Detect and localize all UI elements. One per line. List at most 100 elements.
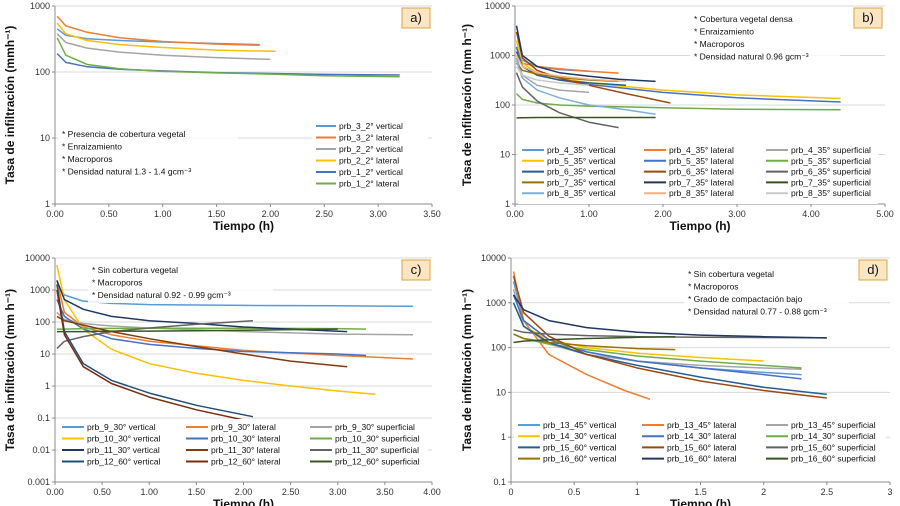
legend-box — [58, 419, 428, 469]
legend-entry: prb_11_30° vertical — [87, 445, 160, 455]
series-line — [513, 335, 676, 344]
x-tick-label: 3 — [887, 487, 892, 497]
notes-box — [690, 12, 840, 72]
legend-entry: prb_4_35° lateral — [669, 145, 734, 155]
chart-panel-a: 1 10 100 1000 0.00 0.50 1.00 1.50 2.00 2.50 3.00 3.… — [3, 1, 441, 233]
x-tick-label: 0.5 — [568, 487, 581, 497]
legend-entry: prb_8_35° vertical — [547, 188, 616, 198]
series-line — [56, 37, 400, 78]
series-line — [512, 294, 827, 339]
x-tick-label: 2.00 — [235, 487, 253, 497]
legend-entry: prb_15_60° vertical — [543, 442, 616, 452]
chart-panel-c: 0.001 0.01 0.1 1 10 100 1000 10000 0.00 0.50 1.00 1… — [3, 253, 441, 506]
x-tick-label: 3.50 — [423, 209, 441, 219]
x-tick-label: 0.00 — [46, 487, 64, 497]
series-line — [56, 311, 414, 336]
y-tick-label: 100 — [495, 100, 510, 110]
x-axis-title: Tiempo (h) — [670, 497, 731, 506]
y-tick-label: 1000 — [486, 298, 506, 308]
legend-entry: prb_10_30° lateral — [211, 434, 281, 444]
chart-panel-d: 0.1 1 10 100 1000 10000 0 0.5 1 1.5 2 2.5 3 Tiempo (h… — [460, 253, 893, 506]
y-tick-label: 100 — [35, 67, 50, 77]
series-line — [56, 280, 348, 333]
x-tick-label: 1.50 — [188, 487, 206, 497]
legend-entry: prb_1_2° lateral — [339, 179, 399, 189]
legend-entry: prb_11_30° superficial — [335, 445, 419, 455]
legend-entry: prb_6_35° lateral — [669, 167, 734, 177]
legend-entry: prb_4_35° vertical — [547, 145, 616, 155]
note-text: * Densidad natural 1.3 - 1.4 gcm⁻³ — [62, 167, 191, 177]
panel-label: c) — [411, 262, 422, 277]
panel-label-box — [401, 7, 431, 29]
x-tick-label: 3.00 — [369, 209, 387, 219]
x-tick-label: 4.00 — [802, 209, 820, 219]
y-tick-label: 10 — [500, 150, 510, 160]
legend-entry: prb_3_2° vertical — [339, 121, 403, 131]
y-axis-title: Tasa de infiltración (mm h⁻¹) — [3, 289, 17, 451]
x-tick-label: 1 — [635, 487, 640, 497]
y-tick-label: 10 — [496, 387, 506, 397]
y-tick-label: 100 — [491, 343, 506, 353]
series-line — [512, 294, 802, 380]
legend-entry: prb_8_35° superficial — [791, 188, 871, 198]
legend-entry: prb_14_30° lateral — [667, 431, 737, 441]
x-tick-label: 0.00 — [506, 209, 524, 219]
series-line — [56, 283, 414, 308]
legend-entry: prb_12_60° vertical — [87, 457, 160, 467]
legend-box — [514, 417, 886, 469]
x-tick-label: 2.50 — [282, 487, 300, 497]
legend-entry: prb_12_60° lateral — [211, 457, 281, 467]
x-tick-label: 1.00 — [580, 209, 598, 219]
series-line — [515, 60, 656, 116]
note-text: * Sin cobertura vegetal — [92, 265, 178, 275]
legend-entry: prb_15_60° lateral — [667, 442, 737, 452]
series-line — [56, 289, 254, 423]
series-line — [515, 25, 656, 83]
legend-entry: prb_11_30° lateral — [211, 445, 280, 455]
legend-entry: prb_4_35° superficial — [791, 145, 871, 155]
series-line — [56, 264, 376, 396]
note-text: * Densidad natural 0.92 - 0.99 gcm⁻³ — [92, 290, 231, 300]
series-line — [56, 22, 276, 53]
series-line — [515, 93, 841, 111]
series-line — [513, 333, 676, 351]
series-line — [513, 329, 827, 339]
x-tick-label: 0.00 — [46, 209, 64, 219]
legend-entry: prb_14_30° vertical — [543, 431, 616, 441]
x-tick-label: 0.50 — [100, 209, 118, 219]
panel-label: a) — [410, 10, 422, 25]
panel-label-box — [858, 259, 888, 281]
note-text: * Presencia de cobertura vegetal — [62, 129, 185, 139]
y-tick-label: 0.1 — [493, 477, 506, 487]
legend-entry: prb_9_30° lateral — [211, 422, 276, 432]
legend-entry: prb_7_35° lateral — [669, 177, 734, 187]
note-text: * Enraizamiento — [62, 142, 122, 152]
series-line — [515, 40, 841, 100]
note-text: * Sin cobertura vegetal — [688, 269, 774, 279]
y-tick-label: 10 — [40, 133, 50, 143]
y-tick-label: 1 — [505, 199, 510, 209]
x-tick-label: 1.00 — [140, 487, 158, 497]
series-line — [56, 33, 271, 61]
legend-entry: prb_10_30° superficial — [335, 434, 420, 444]
legend-entry: prb_7_35° vertical — [547, 177, 616, 187]
x-tick-label: 2.50 — [316, 209, 334, 219]
x-tick-label: 1.5 — [694, 487, 707, 497]
series-line — [512, 302, 827, 396]
note-text: * Cobertura vegetal densa — [694, 14, 793, 24]
y-tick-label: 10000 — [481, 253, 506, 263]
series-line — [56, 315, 348, 368]
note-text: * Macroporos — [688, 282, 739, 292]
legend-entry: prb_13_45° lateral — [667, 420, 737, 430]
notes-box — [88, 263, 273, 303]
legend-entry: prb_1_2° vertical — [339, 167, 403, 177]
series-line — [515, 55, 627, 83]
x-tick-label: 1.00 — [154, 209, 172, 219]
legend-entry: prb_5_35° vertical — [547, 156, 616, 166]
x-tick-label: 4.00 — [423, 487, 441, 497]
note-text: * Macroporos — [92, 278, 143, 288]
y-axis-title: Tasa de infiltración (mm h⁻¹) — [460, 289, 474, 451]
y-tick-label: 1 — [501, 432, 506, 442]
y-tick-label: 1 — [45, 199, 50, 209]
legend-entry: prb_9_30° vertical — [87, 422, 156, 432]
